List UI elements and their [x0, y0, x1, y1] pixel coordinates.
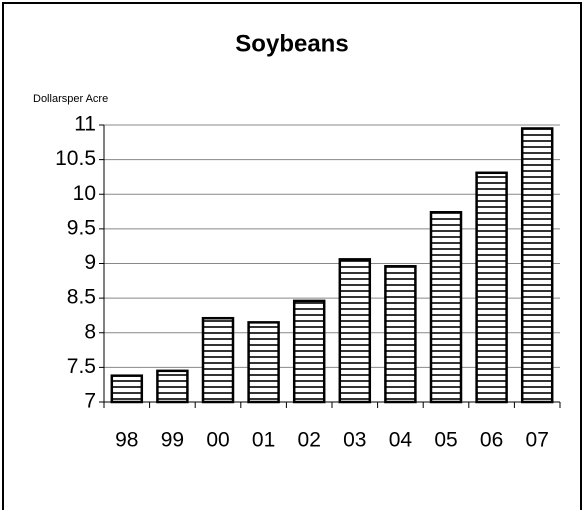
y-axis-label: Dollarsper Acre [33, 93, 108, 105]
y-tick-label: 8 [84, 320, 96, 343]
x-tick-label: 01 [252, 429, 275, 452]
bar [247, 321, 280, 404]
x-tick-label: 05 [434, 429, 457, 452]
chart-title: Soybeans [235, 30, 348, 57]
x-tick-label: 00 [206, 429, 229, 452]
y-tick-label: 7.5 [67, 355, 96, 378]
x-tick-label: 04 [389, 429, 413, 452]
y-tick-label: 7 [84, 390, 96, 413]
bar [475, 171, 508, 404]
x-tick-label: 03 [343, 429, 366, 452]
y-tick-label: 9.5 [67, 216, 96, 239]
x-tick-label: 07 [526, 429, 549, 452]
y-tick-label: 11 [74, 113, 96, 136]
y-tick-label: 9 [84, 251, 96, 274]
bar [110, 374, 144, 404]
x-tick-label: 98 [115, 429, 138, 452]
bar [338, 258, 372, 404]
x-tick-label: 06 [480, 429, 503, 452]
bar [429, 211, 463, 404]
y-tick-label: 10.5 [55, 147, 96, 170]
y-tick-label: 10 [73, 182, 96, 205]
bar [520, 127, 554, 404]
x-tick-label: 02 [298, 429, 321, 452]
bar [156, 369, 189, 404]
bar [201, 316, 235, 404]
y-tick-label: 8.5 [67, 286, 96, 309]
x-tick-label: 99 [161, 429, 184, 452]
bar [384, 265, 417, 404]
bar [292, 299, 326, 404]
